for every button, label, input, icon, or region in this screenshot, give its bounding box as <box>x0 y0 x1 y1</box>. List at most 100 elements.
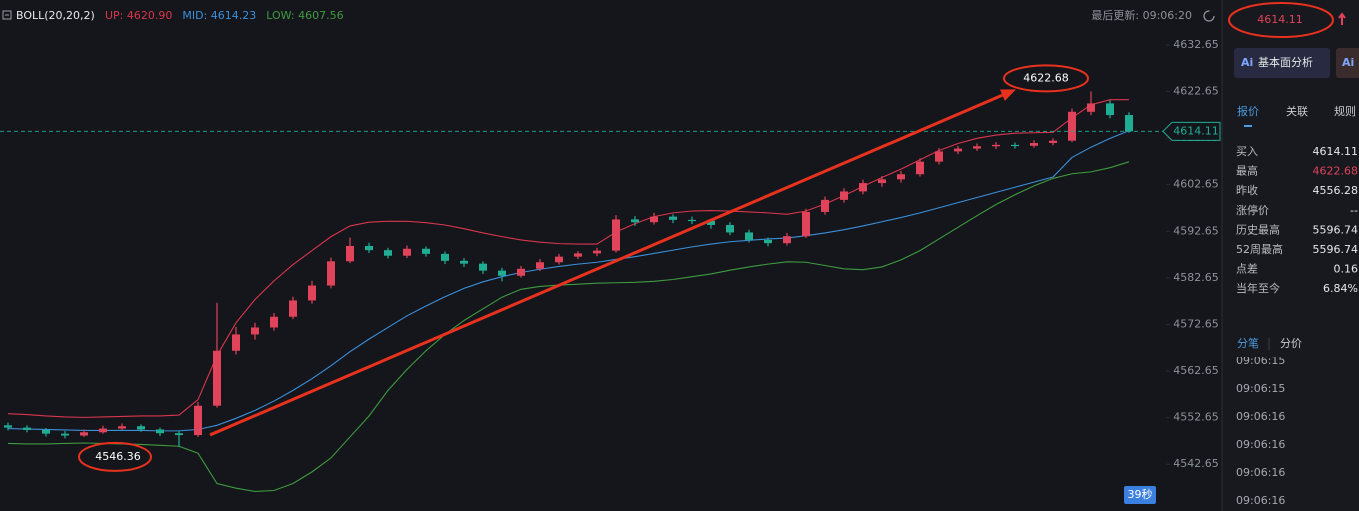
candle-body <box>536 262 544 269</box>
legend-entry: LOW: 4607.56 <box>266 9 343 22</box>
trade-time: 09:06:15 <box>1236 382 1285 395</box>
trade-time: 09:06:16 <box>1236 494 1285 507</box>
candle-body <box>688 219 696 222</box>
candle-body <box>460 260 468 264</box>
candle-body <box>764 239 772 244</box>
candle-body <box>1125 115 1133 132</box>
price-tag-text: 4614.11 <box>1173 124 1219 137</box>
legend-entry: MID: 4614.23 <box>182 9 256 22</box>
ai-label: Ai <box>1241 56 1253 69</box>
candle-body <box>916 161 924 175</box>
tab-underline <box>1244 125 1252 127</box>
low-circle <box>78 441 152 472</box>
quote-label: 历史最高 <box>1236 222 1280 236</box>
ai-button-2[interactable] <box>1336 48 1359 78</box>
candle-body <box>897 174 905 180</box>
candle-body <box>878 179 886 184</box>
ai-label-2: Ai <box>1342 56 1354 69</box>
collapse-icon[interactable] <box>2 10 12 20</box>
candle-body <box>669 216 677 220</box>
candle-body <box>1068 111 1076 141</box>
candle-body <box>23 427 31 430</box>
quote-label: 最高 <box>1236 164 1258 178</box>
candle-body <box>802 211 810 237</box>
y-tick-label: 4602.65 <box>1173 178 1219 191</box>
trend-arrow <box>209 91 1008 437</box>
candle-body <box>498 270 506 276</box>
trade-time: 09:06:16 <box>1236 466 1285 479</box>
candle-body <box>137 426 145 430</box>
y-tick-label: 4552.65 <box>1173 411 1219 424</box>
y-tick-label: 4542.65 <box>1173 457 1219 470</box>
refresh-icon[interactable] <box>1203 10 1215 22</box>
candle-body <box>650 216 658 223</box>
sidebar-bg <box>1222 0 1359 511</box>
quote-value: 0.16 <box>1334 263 1359 276</box>
candle-body <box>726 224 734 233</box>
low-annotation: 4546.36 <box>95 450 141 463</box>
candle-body <box>555 256 563 263</box>
quote-label: 买入 <box>1236 145 1258 158</box>
candle-body <box>4 425 12 428</box>
quote-label: 52周最高 <box>1236 242 1283 256</box>
candle-body <box>992 144 1000 147</box>
candle-body <box>156 429 164 434</box>
candle-body <box>840 191 848 200</box>
tab[interactable]: 报价 <box>1237 104 1259 118</box>
quote-label: 当年至今 <box>1236 281 1280 295</box>
candle-body <box>213 350 221 406</box>
candle-body <box>61 433 69 436</box>
plot: 4542.65 4552.65 4562.65 4572.65 4582.65 4592.… <box>0 9 1221 492</box>
quote-label: 点差 <box>1236 262 1258 276</box>
candle-body <box>821 199 829 212</box>
candle-body <box>479 263 487 271</box>
trade-time: 09:06:16 <box>1236 438 1285 451</box>
quote-value: -- <box>1350 204 1358 217</box>
candle-body <box>99 428 107 433</box>
candle-body <box>365 245 373 251</box>
band-line <box>7 161 1130 492</box>
candle-body <box>1049 140 1057 144</box>
trend-arrow-head <box>1000 89 1016 101</box>
up-arrow <box>1338 12 1346 25</box>
candle-body <box>384 250 392 256</box>
candle-body <box>441 253 449 261</box>
analysis-button[interactable] <box>1234 48 1330 78</box>
tab2[interactable]: 分价 <box>1280 337 1302 350</box>
y-tick-label: 4592.65 <box>1173 224 1219 237</box>
candle-body <box>631 219 639 223</box>
y-tick-label: 4582.65 <box>1173 271 1219 284</box>
candle-body <box>327 261 335 286</box>
quote-value: 5596.74 <box>1313 243 1359 256</box>
tab[interactable]: 规则 <box>1334 104 1356 118</box>
candle-body <box>935 151 943 162</box>
high-circle <box>1003 64 1089 93</box>
candle-body <box>232 334 240 351</box>
analysis-text: 基本面分析 <box>1258 55 1313 69</box>
candle-body <box>954 148 962 152</box>
y-tick-label: 4632.65 <box>1173 38 1219 51</box>
quote-value: 4622.68 <box>1313 165 1359 178</box>
tab2[interactable]: 分笔 <box>1237 336 1259 350</box>
y-tick-label: 4622.65 <box>1173 85 1219 98</box>
candle-body <box>859 183 867 192</box>
candle-body <box>612 219 620 251</box>
high-annotation: 4622.68 <box>1023 71 1069 84</box>
candle-body <box>118 426 126 429</box>
tab[interactable]: 关联 <box>1286 104 1308 118</box>
quote-value: 4556.28 <box>1313 184 1359 197</box>
quote-value: 4614.11 <box>1313 145 1359 158</box>
candle-body <box>745 232 753 240</box>
candle-body <box>574 253 582 257</box>
candle-body <box>1030 143 1038 146</box>
candle-body <box>783 236 791 244</box>
indicator-name: BOLL(20,20,2) <box>16 9 95 22</box>
y-tick-label: 4562.65 <box>1173 364 1219 377</box>
quote-label: 昨收 <box>1236 183 1258 197</box>
candle-body <box>517 268 525 276</box>
band-line <box>7 99 1129 418</box>
candle-body <box>593 250 601 254</box>
candle-body <box>422 248 430 254</box>
candle-body <box>973 146 981 149</box>
